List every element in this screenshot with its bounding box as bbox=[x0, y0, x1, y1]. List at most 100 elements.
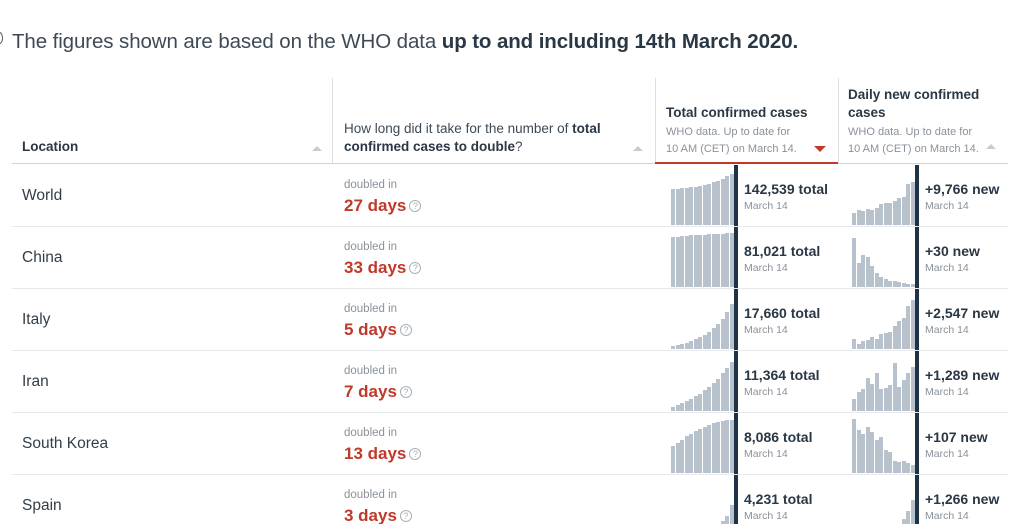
column-header-subtext: WHO data. Up to date for bbox=[666, 126, 791, 138]
sparkline-bar bbox=[716, 422, 720, 473]
sparkline-bar bbox=[879, 389, 883, 411]
sparkline-bar bbox=[906, 373, 910, 411]
total-cases-date: March 14 bbox=[744, 510, 788, 522]
sparkline-bar bbox=[856, 344, 861, 349]
column-header-doubling[interactable]: How long did it take for the number of t… bbox=[344, 120, 650, 156]
sparkline-bar bbox=[888, 332, 892, 349]
sparkline-bar bbox=[693, 235, 698, 287]
column-header-subtext: WHO data. Up to date for bbox=[848, 126, 973, 138]
table-row[interactable]: World doubled in 27 days? 142,539 total … bbox=[0, 165, 1024, 231]
sparkline-bar bbox=[711, 182, 716, 225]
latest-day-marker bbox=[734, 165, 738, 231]
sparkline-bar bbox=[901, 461, 906, 473]
row-divider bbox=[12, 474, 1008, 475]
daily-sparkline bbox=[852, 165, 922, 231]
sparkline-bar bbox=[892, 461, 897, 473]
column-header-label: cases bbox=[848, 105, 886, 120]
doubling-time: 13 days? bbox=[344, 444, 422, 464]
sparkline-bar bbox=[870, 210, 874, 225]
doubled-label: doubled in bbox=[344, 179, 398, 191]
row-divider bbox=[12, 412, 1008, 413]
new-cases-value: +2,547 new bbox=[925, 305, 1000, 321]
sparkline-bar bbox=[901, 380, 906, 411]
sparkline-bar bbox=[711, 234, 716, 287]
sparkline-bar bbox=[865, 378, 870, 411]
sparkline-bar bbox=[874, 440, 879, 473]
sparkline-bar bbox=[906, 184, 910, 225]
column-header-location[interactable]: Location bbox=[22, 138, 328, 156]
sparkline-bar bbox=[897, 282, 901, 287]
help-icon[interactable]: ? bbox=[399, 510, 412, 522]
daily-sparkline bbox=[852, 289, 922, 355]
sparkline-bar bbox=[870, 337, 874, 349]
sparkline-bar bbox=[910, 182, 915, 225]
doubling-time-value: 3 days bbox=[344, 506, 397, 524]
sparkline-bar bbox=[711, 383, 716, 411]
sparkline-bar bbox=[680, 403, 684, 411]
help-icon[interactable]: ? bbox=[399, 386, 412, 398]
latest-day-marker bbox=[915, 165, 919, 231]
doubling-time: 7 days? bbox=[344, 382, 412, 402]
sparkline-bar bbox=[883, 203, 888, 225]
help-icon[interactable]: ? bbox=[409, 200, 422, 212]
sparkline-bar bbox=[702, 235, 707, 287]
sparkline-bar bbox=[675, 405, 680, 411]
total-cases-date: March 14 bbox=[744, 448, 788, 460]
doubled-label: doubled in bbox=[344, 427, 398, 439]
table-row[interactable]: China doubled in 33 days? 81,021 total M… bbox=[0, 227, 1024, 293]
latest-day-marker bbox=[734, 289, 738, 355]
sparkline-bar bbox=[680, 344, 684, 349]
sparkline-bar bbox=[861, 434, 865, 473]
sparkline-bar bbox=[698, 186, 702, 225]
sparkline-bar bbox=[883, 450, 888, 473]
doubling-time-value: 33 days bbox=[344, 258, 407, 277]
sparkline-bar bbox=[897, 321, 901, 349]
sparkline-bar bbox=[897, 387, 901, 411]
sparkline-bar bbox=[725, 516, 729, 524]
sparkline-bar bbox=[707, 184, 711, 225]
sparkline-bar bbox=[693, 187, 698, 225]
sparkline-bar bbox=[729, 233, 734, 287]
table-row[interactable]: Iran doubled in 7 days? 11,364 total Mar… bbox=[0, 351, 1024, 417]
new-cases-date: March 14 bbox=[925, 510, 969, 522]
total-sparkline bbox=[671, 289, 741, 355]
total-cases-date: March 14 bbox=[744, 200, 788, 212]
doubling-label-prefix: How long did it take for the number of bbox=[344, 121, 573, 136]
column-header-total[interactable]: Total confirmed cases WHO data. Up to da… bbox=[666, 104, 836, 158]
sort-arrow-up-icon bbox=[312, 146, 322, 151]
table-row[interactable]: South Korea doubled in 13 days? 8,086 to… bbox=[0, 413, 1024, 479]
table-header: Location How long did it take for the nu… bbox=[0, 78, 1024, 164]
sparkline-bar bbox=[675, 345, 680, 349]
sparkline-bar bbox=[693, 431, 698, 473]
sparkline-bar bbox=[725, 368, 729, 411]
daily-sparkline bbox=[852, 351, 922, 417]
new-cases-date: March 14 bbox=[925, 262, 969, 274]
total-cases-date: March 14 bbox=[744, 262, 788, 274]
sparkline-bar bbox=[879, 334, 883, 349]
column-header-label: How long did it take for the number of t… bbox=[344, 120, 614, 156]
total-sparkline bbox=[671, 227, 741, 293]
sparkline-bar bbox=[689, 399, 693, 411]
help-icon[interactable]: ? bbox=[409, 262, 422, 274]
column-separator bbox=[332, 78, 333, 163]
partial-circle-icon bbox=[0, 32, 3, 44]
sparkline-bar bbox=[716, 379, 720, 411]
help-icon[interactable]: ? bbox=[399, 324, 412, 336]
sparkline-bar bbox=[861, 211, 865, 225]
sparkline-bar bbox=[910, 300, 915, 349]
headline-text: The figures shown are based on the WHO d… bbox=[12, 30, 442, 53]
sparkline-bar bbox=[671, 346, 675, 349]
new-cases-value: +1,266 new bbox=[925, 491, 1000, 507]
row-divider bbox=[12, 288, 1008, 289]
sparkline-bar bbox=[725, 233, 729, 287]
table-row[interactable]: Italy doubled in 5 days? 17,660 total Ma… bbox=[0, 289, 1024, 355]
column-header-daily[interactable]: Daily new confirmed cases WHO data. Up t… bbox=[848, 86, 1018, 158]
doubling-time-value: 5 days bbox=[344, 320, 397, 339]
sparkline-bar bbox=[852, 238, 856, 287]
help-icon[interactable]: ? bbox=[409, 448, 422, 460]
sparkline-bar bbox=[906, 306, 910, 349]
table-row[interactable]: Spain doubled in 3 days? 4,231 total Mar… bbox=[0, 475, 1024, 524]
sparkline-bar bbox=[910, 367, 915, 411]
total-cases-value: 142,539 total bbox=[744, 181, 829, 197]
sparkline-bar bbox=[870, 432, 874, 473]
